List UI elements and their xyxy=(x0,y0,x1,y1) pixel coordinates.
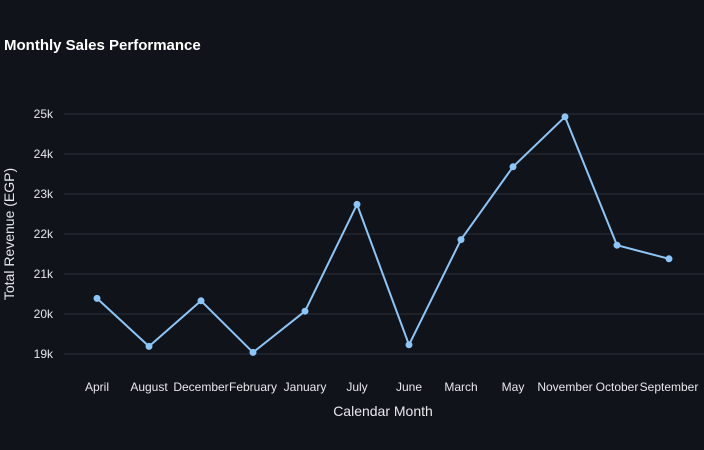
x-tick-label: August xyxy=(130,380,168,394)
data-point xyxy=(249,348,257,356)
x-tick-label: February xyxy=(229,380,277,394)
y-tick-label: 23k xyxy=(34,187,54,201)
data-point xyxy=(613,241,621,249)
y-tick-label: 22k xyxy=(34,227,54,241)
data-point xyxy=(457,236,465,244)
x-tick-label: June xyxy=(396,380,422,394)
data-points xyxy=(93,113,673,356)
y-tick-labels: 19k 20k 21k 22k 23k 24k 25k xyxy=(34,107,54,361)
data-point xyxy=(301,307,309,315)
x-tick-label: November xyxy=(537,380,592,394)
data-point xyxy=(197,297,205,305)
x-tick-labels: April August December February January July Ju… xyxy=(85,380,698,394)
x-tick-label: October xyxy=(596,380,639,394)
series-line-group xyxy=(96,115,670,354)
data-point xyxy=(145,342,153,350)
chart-title: Monthly Sales Performance xyxy=(4,37,201,54)
y-tick-label: 19k xyxy=(34,347,54,361)
data-point xyxy=(93,294,101,302)
y-grid xyxy=(64,113,704,355)
x-axis-title: Calendar Month xyxy=(333,403,433,419)
y-tick-label: 25k xyxy=(34,107,54,121)
data-point xyxy=(665,255,673,263)
y-tick-label: 21k xyxy=(34,267,54,281)
x-tick-label: May xyxy=(502,380,525,394)
x-tick-label: January xyxy=(284,380,327,394)
y-axis-title: Total Revenue (EGP) xyxy=(1,168,17,300)
series-line xyxy=(96,115,670,354)
y-tick-label: 24k xyxy=(34,147,54,161)
data-point xyxy=(561,113,569,121)
x-tick-label: March xyxy=(444,380,477,394)
x-tick-label: July xyxy=(346,380,367,394)
x-tick-label: September xyxy=(640,380,699,394)
data-point xyxy=(405,341,413,349)
data-point xyxy=(353,200,361,208)
x-tick-label: December xyxy=(173,380,228,394)
data-point xyxy=(509,163,517,171)
x-tick-label: April xyxy=(85,380,109,394)
y-tick-label: 20k xyxy=(34,307,54,321)
